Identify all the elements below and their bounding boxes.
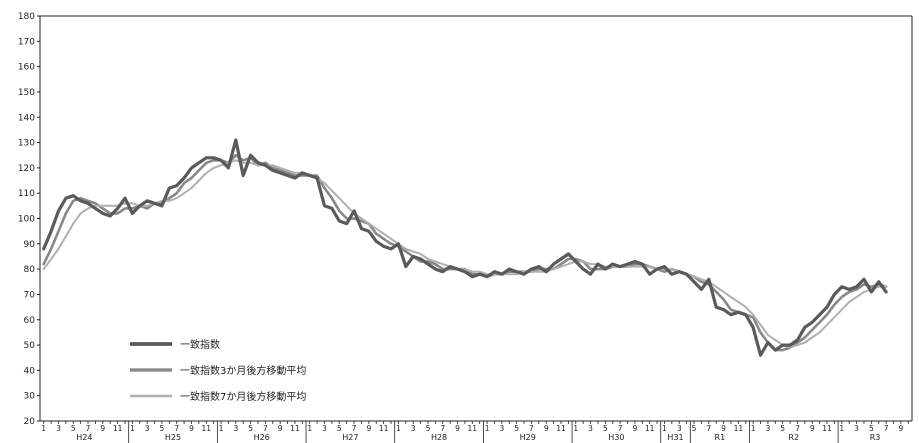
x-month-label: 3 — [411, 424, 416, 433]
era-label: R1 — [715, 433, 726, 442]
x-month-label: 7 — [706, 424, 711, 433]
y-tick-label: 90 — [24, 240, 36, 250]
y-tick-label: 20 — [24, 417, 36, 427]
era-label: H25 — [165, 433, 181, 442]
y-tick-label: 140 — [18, 113, 35, 123]
series-layer — [42, 138, 888, 357]
x-month-label: 1 — [219, 424, 224, 433]
x-month-label: 7 — [352, 424, 357, 433]
y-tick-label: 80 — [24, 265, 36, 275]
x-month-label: 7 — [795, 424, 800, 433]
y-tick-label: 100 — [18, 215, 35, 225]
x-month-label: 5 — [248, 424, 253, 433]
legend-label-2: 一致指数3か月後方移動平均 — [180, 364, 306, 377]
y-tick-label: 170 — [18, 37, 35, 47]
x-month-label: 5 — [160, 424, 165, 433]
era-label: H26 — [254, 433, 270, 442]
y-tick-label: 150 — [18, 88, 35, 98]
x-month-label: 11 — [290, 424, 300, 433]
era-label: H29 — [520, 433, 536, 442]
x-month-label: 3 — [766, 424, 771, 433]
x-month-label: 1 — [839, 424, 844, 433]
x-month-label: 5 — [514, 424, 519, 433]
x-month-label: 1 — [396, 424, 401, 433]
x-month-label: 3 — [677, 424, 682, 433]
x-month-label: 9 — [810, 424, 815, 433]
x-month-label: 1 — [130, 424, 135, 433]
x-month-label: 9 — [455, 424, 460, 433]
x-month-label: 7 — [618, 424, 623, 433]
y-tick-label: 60 — [24, 316, 36, 326]
y-tick-label: 30 — [24, 392, 36, 402]
x-month-label: 9 — [100, 424, 105, 433]
y-tick-label: 120 — [18, 164, 35, 174]
x-month-label: 11 — [556, 424, 566, 433]
x-month-label: 11 — [113, 424, 123, 433]
series-line-2 — [42, 153, 888, 352]
y-tick-label: 40 — [24, 366, 36, 376]
x-month-label: 5 — [869, 424, 874, 433]
x-month-label: 5 — [692, 424, 697, 433]
x-month-label: 9 — [632, 424, 637, 433]
x-month-label: 7 — [440, 424, 445, 433]
legend-label-3: 一致指数7か月後方移動平均 — [180, 390, 306, 403]
x-month-label: 7 — [529, 424, 534, 433]
y-tick-label: 160 — [18, 63, 35, 73]
era-label: R2 — [788, 433, 799, 442]
x-month-label: 7 — [884, 424, 889, 433]
y-tick-label: 110 — [18, 189, 35, 199]
y-axis: 20 30 40 50 60 70 80 90 100 110 120 130 140 150 160 170… — [18, 12, 913, 427]
y-tick-label: 50 — [24, 341, 36, 351]
x-month-label: 3 — [145, 424, 150, 433]
x-month-label: 9 — [899, 424, 904, 433]
legend-label-1: 一致指数 — [180, 338, 220, 351]
x-month-label: 1 — [307, 424, 312, 433]
x-month-label: 1 — [751, 424, 756, 433]
x-month-label: 3 — [854, 424, 859, 433]
era-label: H24 — [76, 433, 92, 442]
x-month-label: 11 — [201, 424, 211, 433]
x-month-label: 5 — [603, 424, 608, 433]
x-month-label: 5 — [71, 424, 76, 433]
x-month-label: 9 — [366, 424, 371, 433]
x-month-label: 3 — [499, 424, 504, 433]
era-label: H30 — [608, 433, 624, 442]
era-label: H31 — [667, 433, 683, 442]
x-month-label: 7 — [174, 424, 179, 433]
x-month-label: 9 — [721, 424, 726, 433]
era-label: H27 — [342, 433, 358, 442]
x-month-label: 3 — [322, 424, 327, 433]
x-month-label: 5 — [780, 424, 785, 433]
x-month-label: 11 — [468, 424, 478, 433]
x-month-label: 5 — [426, 424, 431, 433]
x-month-label: 7 — [86, 424, 91, 433]
x-month-label: 1 — [662, 424, 667, 433]
era-label: H28 — [431, 433, 447, 442]
x-month-label: 1 — [41, 424, 46, 433]
era-label: R3 — [870, 433, 881, 442]
x-month-label: 1 — [573, 424, 578, 433]
x-month-label: 9 — [189, 424, 194, 433]
x-month-label: 11 — [822, 424, 832, 433]
x-month-label: 3 — [56, 424, 61, 433]
x-month-label: 5 — [337, 424, 342, 433]
y-tick-label: 180 — [18, 12, 35, 22]
x-month-label: 11 — [734, 424, 744, 433]
x-month-label: 11 — [379, 424, 389, 433]
series-line-3 — [42, 159, 888, 349]
x-month-label: 9 — [278, 424, 283, 433]
x-month-label: 1 — [485, 424, 490, 433]
x-month-label: 11 — [645, 424, 655, 433]
x-month-label: 9 — [544, 424, 549, 433]
x-month-label: 3 — [233, 424, 238, 433]
y-tick-label: 70 — [24, 290, 36, 300]
x-month-label: 7 — [263, 424, 268, 433]
y-tick-label: 130 — [18, 139, 35, 149]
x-month-label: 3 — [588, 424, 593, 433]
series-line-1 — [42, 138, 888, 357]
